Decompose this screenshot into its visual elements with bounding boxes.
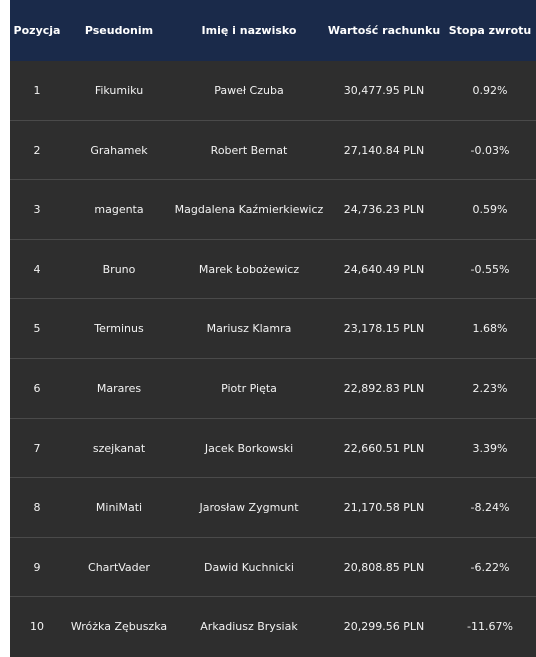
- table-row: 6 Marares Piotr Pięta 22,892.83 PLN 2.23…: [10, 359, 536, 419]
- rank-cell: 4: [33, 262, 41, 276]
- nickname-cell: szejkanat: [92, 441, 146, 455]
- account-value-cell: 22,892.83 PLN: [343, 381, 425, 395]
- header-nickname: Pseudonim: [84, 24, 154, 37]
- account-value-cell: 23,178.15 PLN: [343, 322, 425, 336]
- nickname-cell: ChartVader: [88, 560, 150, 574]
- full-name-cell: Dawid Kuchnicki: [204, 560, 294, 574]
- return-rate-cell: 0.92%: [472, 84, 508, 97]
- return-rate-cell: -0.03%: [470, 143, 510, 157]
- return-rate-cell: 3.39%: [472, 441, 508, 455]
- rank-cell: 9: [33, 560, 41, 574]
- rank-cell: 6: [33, 381, 41, 395]
- return-rate-cell: -6.22%: [470, 560, 510, 574]
- full-name-cell: Magdalena Kaźmierkiewicz: [174, 203, 324, 217]
- ranking-table: Pozycja Pseudonim Imię i nazwisko Wartoś…: [10, 0, 536, 657]
- return-rate-cell: -0.55%: [470, 262, 510, 276]
- full-name-cell: Arkadiusz Brysiak: [200, 620, 298, 634]
- return-rate-cell: 2.23%: [472, 381, 508, 395]
- table-row: 9 ChartVader Dawid Kuchnicki 20,808.85 P…: [10, 538, 536, 598]
- account-value-cell: 20,299.56 PLN: [343, 620, 425, 634]
- return-rate-cell: 1.68%: [472, 322, 508, 336]
- header-rank: Pozycja: [13, 24, 61, 37]
- rank-cell: 3: [33, 203, 41, 217]
- full-name-cell: Jarosław Zygmunt: [199, 501, 299, 515]
- full-name-cell: Marek Łobożewicz: [198, 262, 300, 276]
- header-account-value: Wartość rachunku: [327, 24, 441, 37]
- account-value-cell: 24,736.23 PLN: [343, 203, 425, 217]
- full-name-cell: Jacek Borkowski: [204, 441, 294, 455]
- table-row: 8 MiniMati Jarosław Zygmunt 21,170.58 PL…: [10, 478, 536, 538]
- rank-cell: 10: [30, 620, 44, 634]
- rank-cell: 1: [33, 84, 41, 97]
- full-name-cell: Robert Bernat: [210, 143, 288, 157]
- table-row: 3 magenta Magdalena Kaźmierkiewicz 24,73…: [10, 180, 536, 240]
- nickname-cell: Grahamek: [90, 143, 148, 157]
- return-rate-cell: -8.24%: [470, 501, 510, 515]
- nickname-cell: Fikumiku: [94, 84, 144, 97]
- header-full-name: Imię i nazwisko: [201, 24, 297, 37]
- rank-cell: 8: [33, 501, 41, 515]
- full-name-cell: Mariusz Klamra: [206, 322, 292, 336]
- account-value-cell: 21,170.58 PLN: [343, 501, 425, 515]
- return-rate-cell: 0.59%: [472, 203, 508, 217]
- table-row: 1 Fikumiku Paweł Czuba 30,477.95 PLN 0.9…: [10, 61, 536, 121]
- rank-cell: 7: [33, 441, 41, 455]
- nickname-cell: Wróżka Zębuszka: [70, 620, 168, 634]
- account-value-cell: 30,477.95 PLN: [343, 84, 425, 97]
- full-name-cell: Paweł Czuba: [214, 84, 284, 97]
- table-row: 4 Bruno Marek Łobożewicz 24,640.49 PLN -…: [10, 240, 536, 300]
- table-row: 5 Terminus Mariusz Klamra 23,178.15 PLN …: [10, 299, 536, 359]
- account-value-cell: 27,140.84 PLN: [343, 143, 425, 157]
- account-value-cell: 20,808.85 PLN: [343, 560, 425, 574]
- rank-cell: 5: [33, 322, 41, 336]
- table-row: 7 szejkanat Jacek Borkowski 22,660.51 PL…: [10, 419, 536, 479]
- nickname-cell: Marares: [96, 381, 142, 395]
- nickname-cell: magenta: [94, 203, 144, 217]
- table-header: Pozycja Pseudonim Imię i nazwisko Wartoś…: [10, 0, 536, 61]
- return-rate-cell: -11.67%: [467, 620, 513, 634]
- table-row: 2 Grahamek Robert Bernat 27,140.84 PLN -…: [10, 121, 536, 181]
- table-body: 1 Fikumiku Paweł Czuba 30,477.95 PLN 0.9…: [10, 61, 536, 657]
- nickname-cell: Bruno: [102, 262, 136, 276]
- account-value-cell: 22,660.51 PLN: [343, 441, 425, 455]
- full-name-cell: Piotr Pięta: [221, 381, 277, 395]
- account-value-cell: 24,640.49 PLN: [343, 262, 425, 276]
- table-row: 10 Wróżka Zębuszka Arkadiusz Brysiak 20,…: [10, 597, 536, 657]
- header-return-rate: Stopa zwrotu: [448, 24, 532, 37]
- nickname-cell: MiniMati: [95, 501, 143, 515]
- nickname-cell: Terminus: [94, 322, 144, 336]
- rank-cell: 2: [33, 143, 41, 157]
